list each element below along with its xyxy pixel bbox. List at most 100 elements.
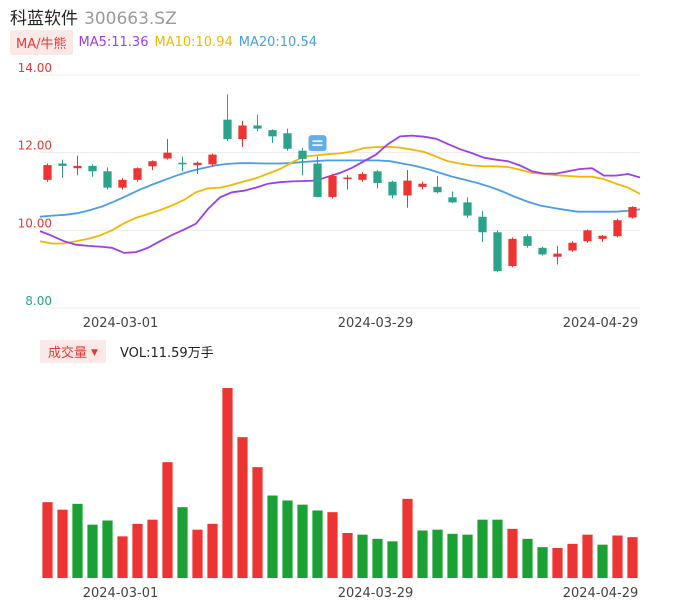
volume-bar <box>147 519 158 578</box>
volume-bar <box>582 534 593 578</box>
candle-body <box>403 180 412 196</box>
volume-bar <box>192 529 203 578</box>
volume-bar <box>327 512 338 578</box>
volume-bar <box>432 529 443 578</box>
candle-body <box>553 253 562 257</box>
candle-body <box>118 179 127 188</box>
candle-body <box>493 232 502 272</box>
volume-bar <box>402 498 413 578</box>
candle-body <box>223 119 232 140</box>
price-tick-label: 14.00 <box>18 61 52 75</box>
candle-body <box>103 171 112 188</box>
volume-x-tick-label: 2024-03-01 <box>83 586 159 601</box>
candle-body <box>598 235 607 239</box>
volume-bar <box>372 538 383 578</box>
volume-bar <box>57 509 68 578</box>
volume-bar <box>552 548 563 578</box>
volume-bar <box>462 534 473 578</box>
volume-x-tick-label: 2024-03-29 <box>338 586 414 601</box>
ma-toggle-button[interactable]: MA/牛熊 <box>10 29 73 55</box>
candle-body <box>283 133 292 149</box>
candle-body <box>373 171 382 183</box>
candle-body <box>88 165 97 172</box>
candle-body <box>433 186 442 193</box>
candle-body <box>358 174 367 180</box>
candle-body <box>208 154 217 165</box>
candle-body <box>238 125 247 140</box>
ma5-line <box>39 134 641 254</box>
candle-body <box>448 197 457 203</box>
volume-bar <box>627 537 638 578</box>
candle-body <box>268 130 277 137</box>
volume-bar <box>567 543 578 578</box>
ma20-line <box>39 159 641 218</box>
volume-bar <box>132 523 143 578</box>
candle-body <box>58 163 67 166</box>
volume-bar <box>222 388 233 578</box>
volume-bar <box>267 495 278 578</box>
price-tick-label: 10.00 <box>18 216 52 230</box>
candle-body <box>613 220 622 237</box>
candle-body <box>193 162 202 166</box>
price-tick-label: 12.00 <box>18 139 52 153</box>
stock-name: 科蓝软件 <box>10 9 78 29</box>
ma10-label: MA10:10.94 <box>154 34 233 50</box>
candle-body <box>328 175 337 197</box>
volume-bar <box>417 530 428 578</box>
volume-bar <box>87 524 98 578</box>
candle-body <box>508 238 517 267</box>
volume-bar <box>72 503 83 578</box>
candle-body <box>163 152 172 159</box>
candle-body <box>148 161 157 167</box>
price-x-tick-label: 2024-03-29 <box>338 316 414 331</box>
candle-body <box>463 202 472 216</box>
candle-body <box>343 177 352 180</box>
candle-body <box>538 247 547 255</box>
ma-legend: MA/牛熊 MA5:11.36 MA10:10.94 MA20:10.54 <box>10 29 323 55</box>
volume-bar <box>357 534 368 578</box>
ma5-label: MA5:11.36 <box>78 34 149 50</box>
price-x-tick-label: 2024-03-01 <box>83 316 159 331</box>
volume-bar <box>492 519 503 578</box>
volume-toggle-button[interactable]: 成交量 ▼ <box>40 339 106 363</box>
dropdown-caret-icon: ▼ <box>91 347 98 358</box>
candle-body <box>628 207 637 218</box>
volume-bar <box>252 467 263 578</box>
candle-body <box>568 242 577 251</box>
candle-body <box>523 236 532 246</box>
volume-bar <box>612 535 623 578</box>
volume-bar <box>312 510 323 578</box>
candle-body <box>253 125 262 129</box>
candle-body <box>478 216 487 233</box>
volume-bar <box>537 547 548 578</box>
volume-bar <box>507 528 518 578</box>
volume-bar <box>477 519 488 578</box>
stock-title: 科蓝软件 300663.SZ <box>10 4 177 29</box>
ma20-label: MA20:10.54 <box>238 34 317 50</box>
event-badge-glyph <box>312 140 323 146</box>
volume-bar <box>387 541 398 578</box>
event-badge-bg <box>308 135 327 152</box>
volume-value: VOL:11.59万手 <box>119 345 214 361</box>
volume-bar <box>447 533 458 578</box>
volume-bar <box>342 533 353 578</box>
volume-toggle-label: 成交量 <box>48 345 88 361</box>
candle-body <box>583 230 592 242</box>
volume-legend: 成交量 ▼ VOL:11.59万手 <box>40 339 214 363</box>
volume-bar <box>102 520 113 578</box>
candle-body <box>298 150 307 159</box>
volume-bar <box>297 504 308 578</box>
stock-code: 300663.SZ <box>84 9 177 29</box>
candle-body <box>43 165 52 180</box>
candle-body <box>133 168 142 180</box>
volume-bar <box>282 500 293 578</box>
volume-bar <box>207 523 218 578</box>
volume-x-tick-label: 2024-04-29 <box>563 586 639 601</box>
volume-bar <box>522 538 533 578</box>
volume-bar <box>177 507 188 578</box>
candle-body <box>178 162 187 165</box>
volume-bar <box>597 544 608 578</box>
volume-bar <box>237 437 248 578</box>
volume-bar <box>117 536 128 578</box>
